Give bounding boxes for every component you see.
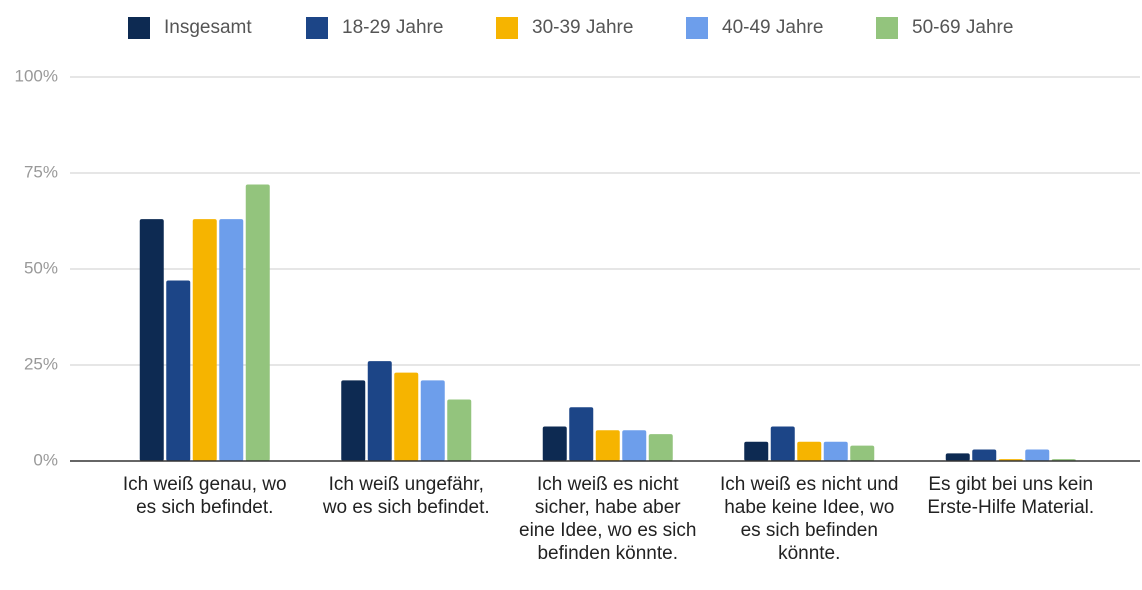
- legend-label: Insgesamt: [164, 17, 252, 38]
- legend-swatch: [876, 17, 898, 39]
- bar: [420, 380, 445, 461]
- legend-swatch: [128, 17, 150, 39]
- legend-swatch: [496, 17, 518, 39]
- x-tick-label: Ich weiß es nicht sicher, habe aber eine…: [519, 474, 697, 564]
- bar: [447, 399, 472, 461]
- bar: [367, 361, 392, 461]
- bar: [744, 441, 769, 461]
- bar: [219, 219, 244, 461]
- legend-swatch: [306, 17, 328, 39]
- bar: [1025, 449, 1050, 461]
- bar: [166, 280, 191, 461]
- bar: [797, 441, 822, 461]
- bar: [341, 380, 366, 461]
- bar: [850, 445, 875, 461]
- legend-label: 30-39 Jahre: [532, 17, 633, 38]
- y-tick-label: 75%: [24, 162, 58, 181]
- bar: [139, 219, 164, 461]
- y-tick-label: 25%: [24, 354, 58, 373]
- legend-label: 40-49 Jahre: [722, 17, 823, 38]
- bar: [394, 372, 419, 461]
- bar: [192, 219, 217, 461]
- bar: [972, 449, 997, 461]
- x-tick-label: Ich weiß es nicht und habe keine Idee, w…: [720, 474, 899, 564]
- bar: [648, 434, 673, 461]
- bar: [595, 430, 620, 461]
- y-tick-label: 0%: [33, 450, 58, 469]
- x-tick-label: Ich weiß ungefähr, wo es sich befindet.: [322, 474, 490, 518]
- x-tick-label: Es gibt bei uns kein Erste-Hilfe Materia…: [927, 474, 1095, 518]
- legend-label: 18-29 Jahre: [342, 17, 443, 38]
- bar: [245, 184, 270, 461]
- y-tick-label: 100%: [15, 66, 58, 85]
- legend-swatch: [686, 17, 708, 39]
- x-tick-label: Ich weiß genau, wo es sich befindet.: [122, 474, 287, 518]
- bar: [945, 453, 970, 461]
- legend-label: 50-69 Jahre: [912, 17, 1013, 38]
- bar: [542, 426, 567, 461]
- y-tick-label: 50%: [24, 258, 58, 277]
- bar: [823, 441, 848, 461]
- bar: [770, 426, 795, 461]
- bar: [622, 430, 647, 461]
- bar: [569, 407, 594, 461]
